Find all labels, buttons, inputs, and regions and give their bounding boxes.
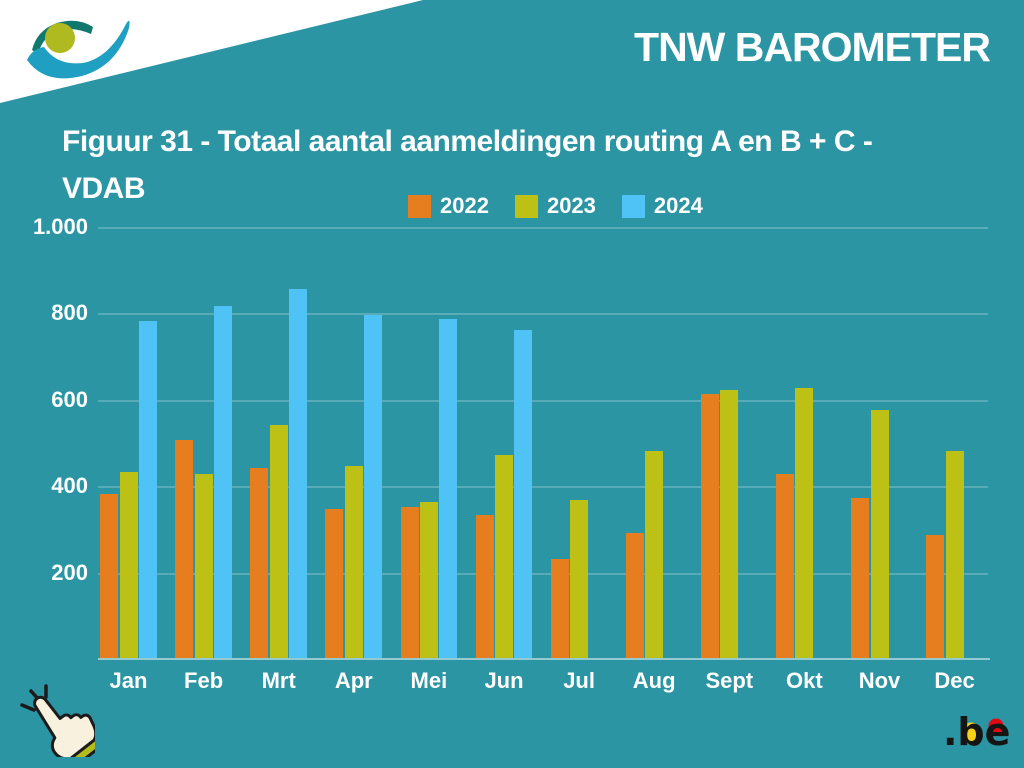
bar-2022-Jul [550,558,569,658]
x-axis-label-Mrt: Mrt [261,668,296,693]
bar-2022-Nov [851,498,870,658]
bar-2023-Jun [495,454,513,658]
x-axis-label-Mei: Mei [410,668,448,693]
bar-2024-Feb [214,305,232,658]
plot-area: Jan Feb Mrt Apr Mei Jun Jul Aug Sept Okt Nov Dec [95,227,995,693]
bar-2022-Dec [926,534,945,658]
legend-swatch-2024 [621,194,645,218]
y-axis-label-1000: 1.000 [32,214,88,239]
logo-eyebrow-shape [32,20,93,54]
bar-2024-Mei [439,318,458,658]
bar-2022-Aug [625,532,644,658]
bar-2024-Jun [514,329,533,658]
bar-2023-Aug [645,450,664,658]
bar-2023-Apr [344,465,363,658]
x-axis-label-Jan: Jan [109,668,148,693]
x-axis-label-Nov: Nov [858,668,901,693]
brand-title: TNW BAROMETER [634,24,991,70]
x-axis-label-Apr: Apr [334,668,373,693]
x-axis-label-Dec: Dec [934,668,975,693]
bar-2023-Mrt [269,424,288,658]
bar-2023-Nov [870,409,889,658]
bar-2022-Mei [400,506,419,658]
legend-item-2023: 2023 [514,193,596,219]
hand-cuff [62,734,95,757]
be-yellow-dot [961,722,981,742]
legend-item-2024: 2024 [621,193,703,219]
x-axis-line [98,658,990,660]
bar-2024-Jan [138,321,157,658]
bar-2023-Feb [194,474,213,658]
bar-2024-Mrt [289,288,308,658]
org-eye-logo-icon [27,20,130,79]
gridline-200 [98,572,988,575]
bar-2022-Apr [325,508,344,658]
gridline-600 [98,399,988,402]
be-text: .be [943,710,1010,754]
x-axis-label-Aug: Aug [632,668,676,693]
legend-label-2022: 2022 [440,193,489,218]
dot-be-logo: .be [943,710,1010,754]
x-axis-label-Sept: Sept [705,668,754,693]
hand-click-icon [20,684,95,757]
figure-title: Figuur 31 - Totaal aantal aanmeldingen r… [62,118,962,212]
y-axis-label-400: 400 [51,473,88,499]
bar-2023-Sept [720,390,739,658]
logo-swoosh-shape [27,20,130,79]
legend-label-2023: 2023 [546,193,596,218]
logo-iris-circle [45,23,75,53]
figure-title-line1: Figuur 31 - Totaal aantal aanmeldingen r… [62,125,873,158]
x-axis-label-Jun: Jun [484,668,524,693]
bar-2023-Mei [419,502,438,658]
legend-item-2022: 2022 [408,193,489,219]
x-axis-label-Jul: Jul [563,668,595,693]
figure-title-line2: VDAB [62,172,146,205]
bar-2022-Okt [776,474,794,658]
gridline-800 [98,313,988,316]
x-axis-label-Okt: Okt [786,668,823,693]
x-axis-label-Feb: Feb [184,668,224,693]
be-red-dot [988,718,1004,734]
bar-2022-Mrt [250,467,269,658]
bar-2022-Jan [100,493,119,658]
bar-2023-Jul [570,500,589,658]
header-diagonal-band [0,0,423,103]
bar-2022-Sept [700,394,719,658]
legend-label-2024: 2024 [653,193,703,218]
bar-2023-Okt [795,388,814,658]
legend-swatch-2023 [514,194,538,218]
bar-2023-Jan [119,472,138,658]
y-axis-label-200: 200 [51,559,88,585]
bar-2024-Apr [364,314,383,658]
gridline-1000 [98,227,988,229]
y-axis-label-600: 600 [51,386,88,412]
chart-legend: 2022 2023 2024 [408,193,703,219]
hand-shape [33,695,95,757]
legend-swatch-2022 [408,194,431,218]
bar-2022-Jun [475,515,494,658]
gridline-400 [98,486,988,489]
bar-2023-Dec [945,450,964,658]
bar-2022-Feb [175,439,194,658]
y-axis-label-800: 800 [51,300,88,326]
